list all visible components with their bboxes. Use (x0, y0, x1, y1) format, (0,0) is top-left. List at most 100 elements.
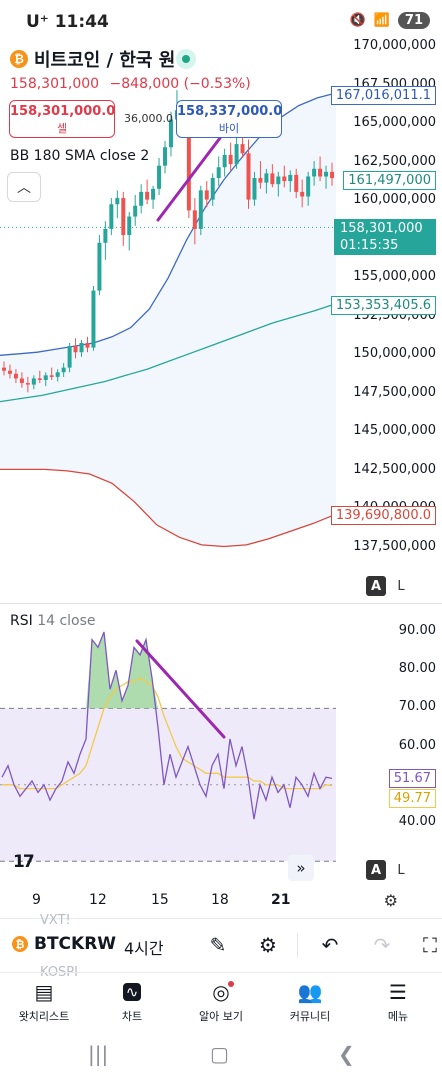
price-tick-label: 160,000,000 (353, 192, 436, 208)
signal-5g-icon: 📶 (373, 13, 390, 28)
candle-body (97, 242, 102, 291)
community-icon: 👥 (297, 980, 323, 1004)
home-icon[interactable]: ▢ (210, 1042, 229, 1066)
rsi-tick-label: 90.00 (398, 623, 436, 638)
rsi-line (1, 631, 333, 820)
indicator-settings-icon[interactable]: ⚙ (259, 933, 277, 957)
rsi-indicator-label[interactable]: RSI 14 close (10, 613, 96, 629)
status-icons: 🔇 📶 71 (350, 12, 430, 29)
pane-divider[interactable] (0, 603, 442, 604)
candle-body (264, 173, 269, 183)
price-chart[interactable] (0, 30, 442, 600)
ghost-symbol-top: VXT! (40, 913, 71, 928)
rsi-tick-label: 80.00 (398, 661, 436, 677)
candle-body (306, 176, 311, 197)
rsi-ma-value-tag: 49.77 (388, 789, 436, 808)
nav-explore[interactable]: ◎ 알아 보기 (181, 979, 261, 1024)
time-label: 15 (151, 892, 169, 908)
bb-indicator-label[interactable]: BB 180 SMA close 2 (10, 148, 150, 164)
back-icon[interactable]: ❮ (338, 1042, 355, 1066)
symbol-ticker: BTCKRW (34, 934, 117, 954)
candle-body (91, 290, 96, 348)
candle-body (288, 174, 293, 182)
candle-body (210, 178, 215, 200)
nav-label: 커뮤니티 (289, 1010, 331, 1023)
chevron-up-icon: ︿ (17, 180, 31, 196)
price-tick-label: 137,500,000 (353, 539, 436, 554)
buy-label: 바이 (218, 122, 240, 135)
status-bar: U⁺ 11:44 🔇 📶 71 (0, 0, 442, 44)
chart-icon: ∿ (92, 979, 172, 1005)
sell-button[interactable]: 158,301,000.0 셀 (9, 100, 115, 138)
recent-apps-icon[interactable]: ||| (88, 1042, 109, 1066)
nav-watchlist[interactable]: ▤ 왓치리스트 (4, 979, 84, 1024)
interval-button[interactable]: 4시간 (124, 939, 164, 958)
candle-body (324, 171, 329, 177)
candle-body (13, 373, 18, 379)
rsi-tick-label: 40.00 (398, 814, 436, 829)
price-tick-label: 150,000,000 (353, 346, 436, 362)
nav-label: 알아 보기 (199, 1010, 243, 1023)
scroll-to-latest-button[interactable]: » (288, 855, 314, 881)
buy-button[interactable]: 158,337,000.0 바이 (176, 100, 282, 138)
candle-body (67, 346, 72, 368)
rsi-chart[interactable] (0, 604, 442, 862)
bb-upper-tag: 167,016,011.1 (330, 86, 436, 105)
nav-community[interactable]: 👥 커뮤니티 (270, 979, 350, 1024)
tradingview-logo[interactable]: 17 (13, 852, 35, 872)
candle-body (19, 378, 24, 384)
candle-body (145, 191, 150, 200)
fullscreen-icon[interactable]: ⛶ (423, 933, 437, 957)
buy-price: 158,337,000.0 (177, 104, 283, 119)
log-scale-button[interactable]: L (397, 578, 405, 594)
candle-body (31, 378, 36, 385)
candle-body (222, 154, 227, 168)
undo-icon[interactable]: ↶ (321, 933, 339, 957)
explore-icon: ◎ (212, 980, 230, 1004)
candle-body (234, 144, 239, 165)
watchlist-icon: ▤ (34, 980, 54, 1004)
rsi-overbought-fill (2, 632, 332, 709)
candle-body (79, 342, 84, 353)
bitcoin-icon: ₿ (10, 50, 28, 68)
candle-body (115, 198, 120, 205)
redo-icon[interactable]: ↷ (373, 933, 391, 957)
nav-label: 왓치리스트 (18, 1010, 70, 1023)
carrier-label: U⁺ 11:44 (26, 12, 109, 32)
candle-body (192, 210, 197, 229)
double-chevron-right-icon: » (296, 859, 306, 877)
nav-menu[interactable]: ☰ 메뉴 (358, 979, 438, 1024)
sell-label: 셀 (56, 122, 68, 135)
axis-settings-icon[interactable]: ⚙ (383, 891, 398, 910)
symbol-search-button[interactable]: ₿ BTCKRW (12, 934, 116, 954)
sell-price: 158,301,000.0 (10, 104, 116, 119)
last-price-tag-value: 158,301,000 (340, 221, 423, 236)
candle-body (103, 228, 108, 243)
candle-body (43, 375, 48, 380)
symbol-header[interactable]: ₿ 비트코인 / 한국 원 (10, 46, 175, 72)
notification-dot (228, 981, 234, 987)
auto-scale-button[interactable]: A (366, 576, 386, 596)
time-label: 18 (211, 892, 229, 908)
rsi-drawn-trendline (135, 639, 226, 739)
candle-body (252, 178, 257, 200)
candle-body (121, 198, 126, 236)
current-price-tag: 161,497,000 (343, 171, 436, 190)
last-price-tag: 158,301,000 01:15:35 (334, 219, 436, 255)
nav-chart[interactable]: ∿ 차트 (92, 979, 172, 1024)
candle-body (216, 167, 221, 179)
time-axis[interactable]: 9 12 15 18 21 (0, 888, 442, 912)
bb-lower-tag: 139,690,800.0 (330, 506, 436, 525)
rsi-log-scale-button[interactable]: L (397, 862, 405, 878)
toolbar-divider (297, 933, 298, 957)
candle-body (151, 188, 156, 200)
drawing-tools-icon[interactable]: ✎ (209, 933, 227, 957)
candle-body (163, 147, 168, 166)
rsi-auto-scale-button[interactable]: A (366, 860, 386, 880)
collapse-indicators-button[interactable]: ︿ (7, 172, 41, 202)
candle-body (37, 378, 42, 380)
candle-body (318, 168, 323, 177)
candle-body (73, 346, 78, 353)
candle-body (240, 144, 245, 154)
price-tick-label: 155,000,000 (353, 269, 436, 285)
